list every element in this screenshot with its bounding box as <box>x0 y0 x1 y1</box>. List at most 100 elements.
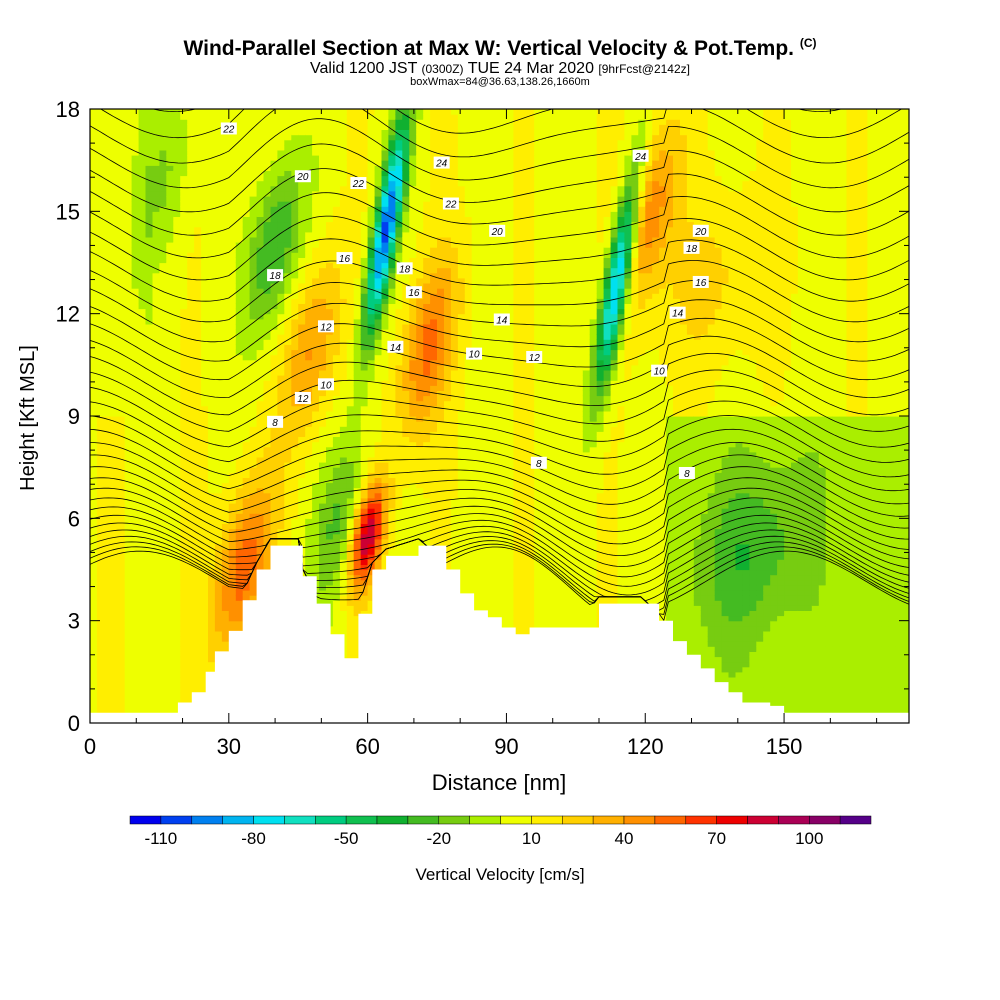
velocity-cell <box>152 451 160 458</box>
velocity-cell <box>103 308 112 315</box>
velocity-cell <box>166 533 174 540</box>
velocity-cell <box>326 395 334 402</box>
velocity-cell <box>117 119 126 125</box>
velocity-cell <box>228 170 237 177</box>
velocity-cell <box>305 513 313 519</box>
velocity-cell <box>152 185 160 192</box>
velocity-cell <box>249 451 258 458</box>
velocity-cell <box>90 149 98 156</box>
velocity-cell <box>145 697 153 704</box>
velocity-cell <box>166 206 174 212</box>
velocity-cell <box>117 451 126 458</box>
velocity-cell <box>270 380 278 386</box>
velocity-cell <box>166 513 174 519</box>
velocity-cell <box>221 139 230 146</box>
velocity-cell <box>270 262 278 269</box>
velocity-cell <box>263 482 271 489</box>
velocity-cell <box>374 451 383 458</box>
velocity-cell <box>159 339 167 345</box>
velocity-cell <box>214 364 223 371</box>
velocity-cell <box>180 590 188 596</box>
velocity-cell <box>110 610 119 617</box>
velocity-cell <box>235 508 244 514</box>
velocity-cell <box>221 410 230 417</box>
velocity-cell <box>346 272 355 279</box>
velocity-cell <box>270 538 278 545</box>
velocity-cell <box>256 252 265 258</box>
velocity-cell <box>360 497 369 504</box>
velocity-cell <box>221 595 230 601</box>
velocity-cell <box>131 277 140 284</box>
velocity-cell <box>159 236 167 243</box>
velocity-cell <box>360 595 369 601</box>
velocity-cell <box>180 119 188 125</box>
velocity-cell <box>263 523 271 530</box>
velocity-cell <box>326 426 334 432</box>
velocity-cell <box>326 497 334 504</box>
velocity-cell <box>166 595 174 601</box>
velocity-cell <box>367 605 376 611</box>
velocity-cell <box>277 288 285 294</box>
velocity-cell <box>298 119 306 125</box>
velocity-cell <box>319 119 327 125</box>
velocity-cell <box>214 308 223 315</box>
velocity-cell <box>277 211 285 217</box>
velocity-cell <box>180 569 188 576</box>
velocity-cell <box>360 277 369 284</box>
velocity-cell <box>353 247 362 253</box>
velocity-cell <box>201 119 209 125</box>
velocity-cell <box>201 513 209 519</box>
velocity-cell <box>138 646 147 652</box>
velocity-cell <box>214 610 223 617</box>
velocity-cell <box>332 206 341 212</box>
velocity-cell <box>214 615 223 622</box>
velocity-cell <box>284 165 292 171</box>
velocity-cell <box>180 574 188 581</box>
velocity-cell <box>131 364 140 371</box>
velocity-cell <box>131 503 140 509</box>
velocity-cell <box>228 400 237 407</box>
velocity-cell <box>173 165 181 171</box>
velocity-cell <box>312 369 320 376</box>
velocity-cell <box>110 446 119 453</box>
velocity-cell <box>353 528 362 535</box>
velocity-cell <box>242 446 251 453</box>
velocity-cell <box>374 492 383 499</box>
velocity-cell <box>138 303 147 310</box>
velocity-cell <box>124 139 133 146</box>
velocity-cell <box>201 339 209 345</box>
velocity-cell <box>194 155 202 161</box>
velocity-cell <box>187 584 195 591</box>
velocity-cell <box>152 523 160 530</box>
velocity-cell <box>201 149 209 156</box>
velocity-cell <box>235 579 244 586</box>
velocity-cell <box>256 385 265 391</box>
velocity-cell <box>145 421 153 427</box>
velocity-cell <box>374 462 383 468</box>
velocity-cell <box>235 436 244 443</box>
velocity-cell <box>249 375 258 381</box>
velocity-cell <box>214 247 223 253</box>
velocity-cell <box>353 569 362 576</box>
velocity-cell <box>166 487 174 494</box>
velocity-cell <box>131 231 140 238</box>
velocity-cell <box>124 277 133 284</box>
velocity-cell <box>326 190 334 197</box>
velocity-cell <box>242 538 251 545</box>
velocity-cell <box>221 339 230 345</box>
velocity-cell <box>131 625 140 632</box>
velocity-cell <box>312 441 320 448</box>
velocity-cell <box>90 272 98 279</box>
velocity-cell <box>194 221 202 228</box>
velocity-cell <box>263 298 271 304</box>
velocity-cell <box>103 671 112 678</box>
velocity-cell <box>346 369 355 376</box>
velocity-cell <box>332 605 341 611</box>
velocity-cell <box>284 349 292 356</box>
velocity-cell <box>291 257 299 264</box>
velocity-cell <box>159 206 167 212</box>
velocity-cell <box>242 426 251 432</box>
velocity-cell <box>284 364 292 371</box>
velocity-cell <box>173 538 181 545</box>
velocity-cell <box>201 303 209 310</box>
